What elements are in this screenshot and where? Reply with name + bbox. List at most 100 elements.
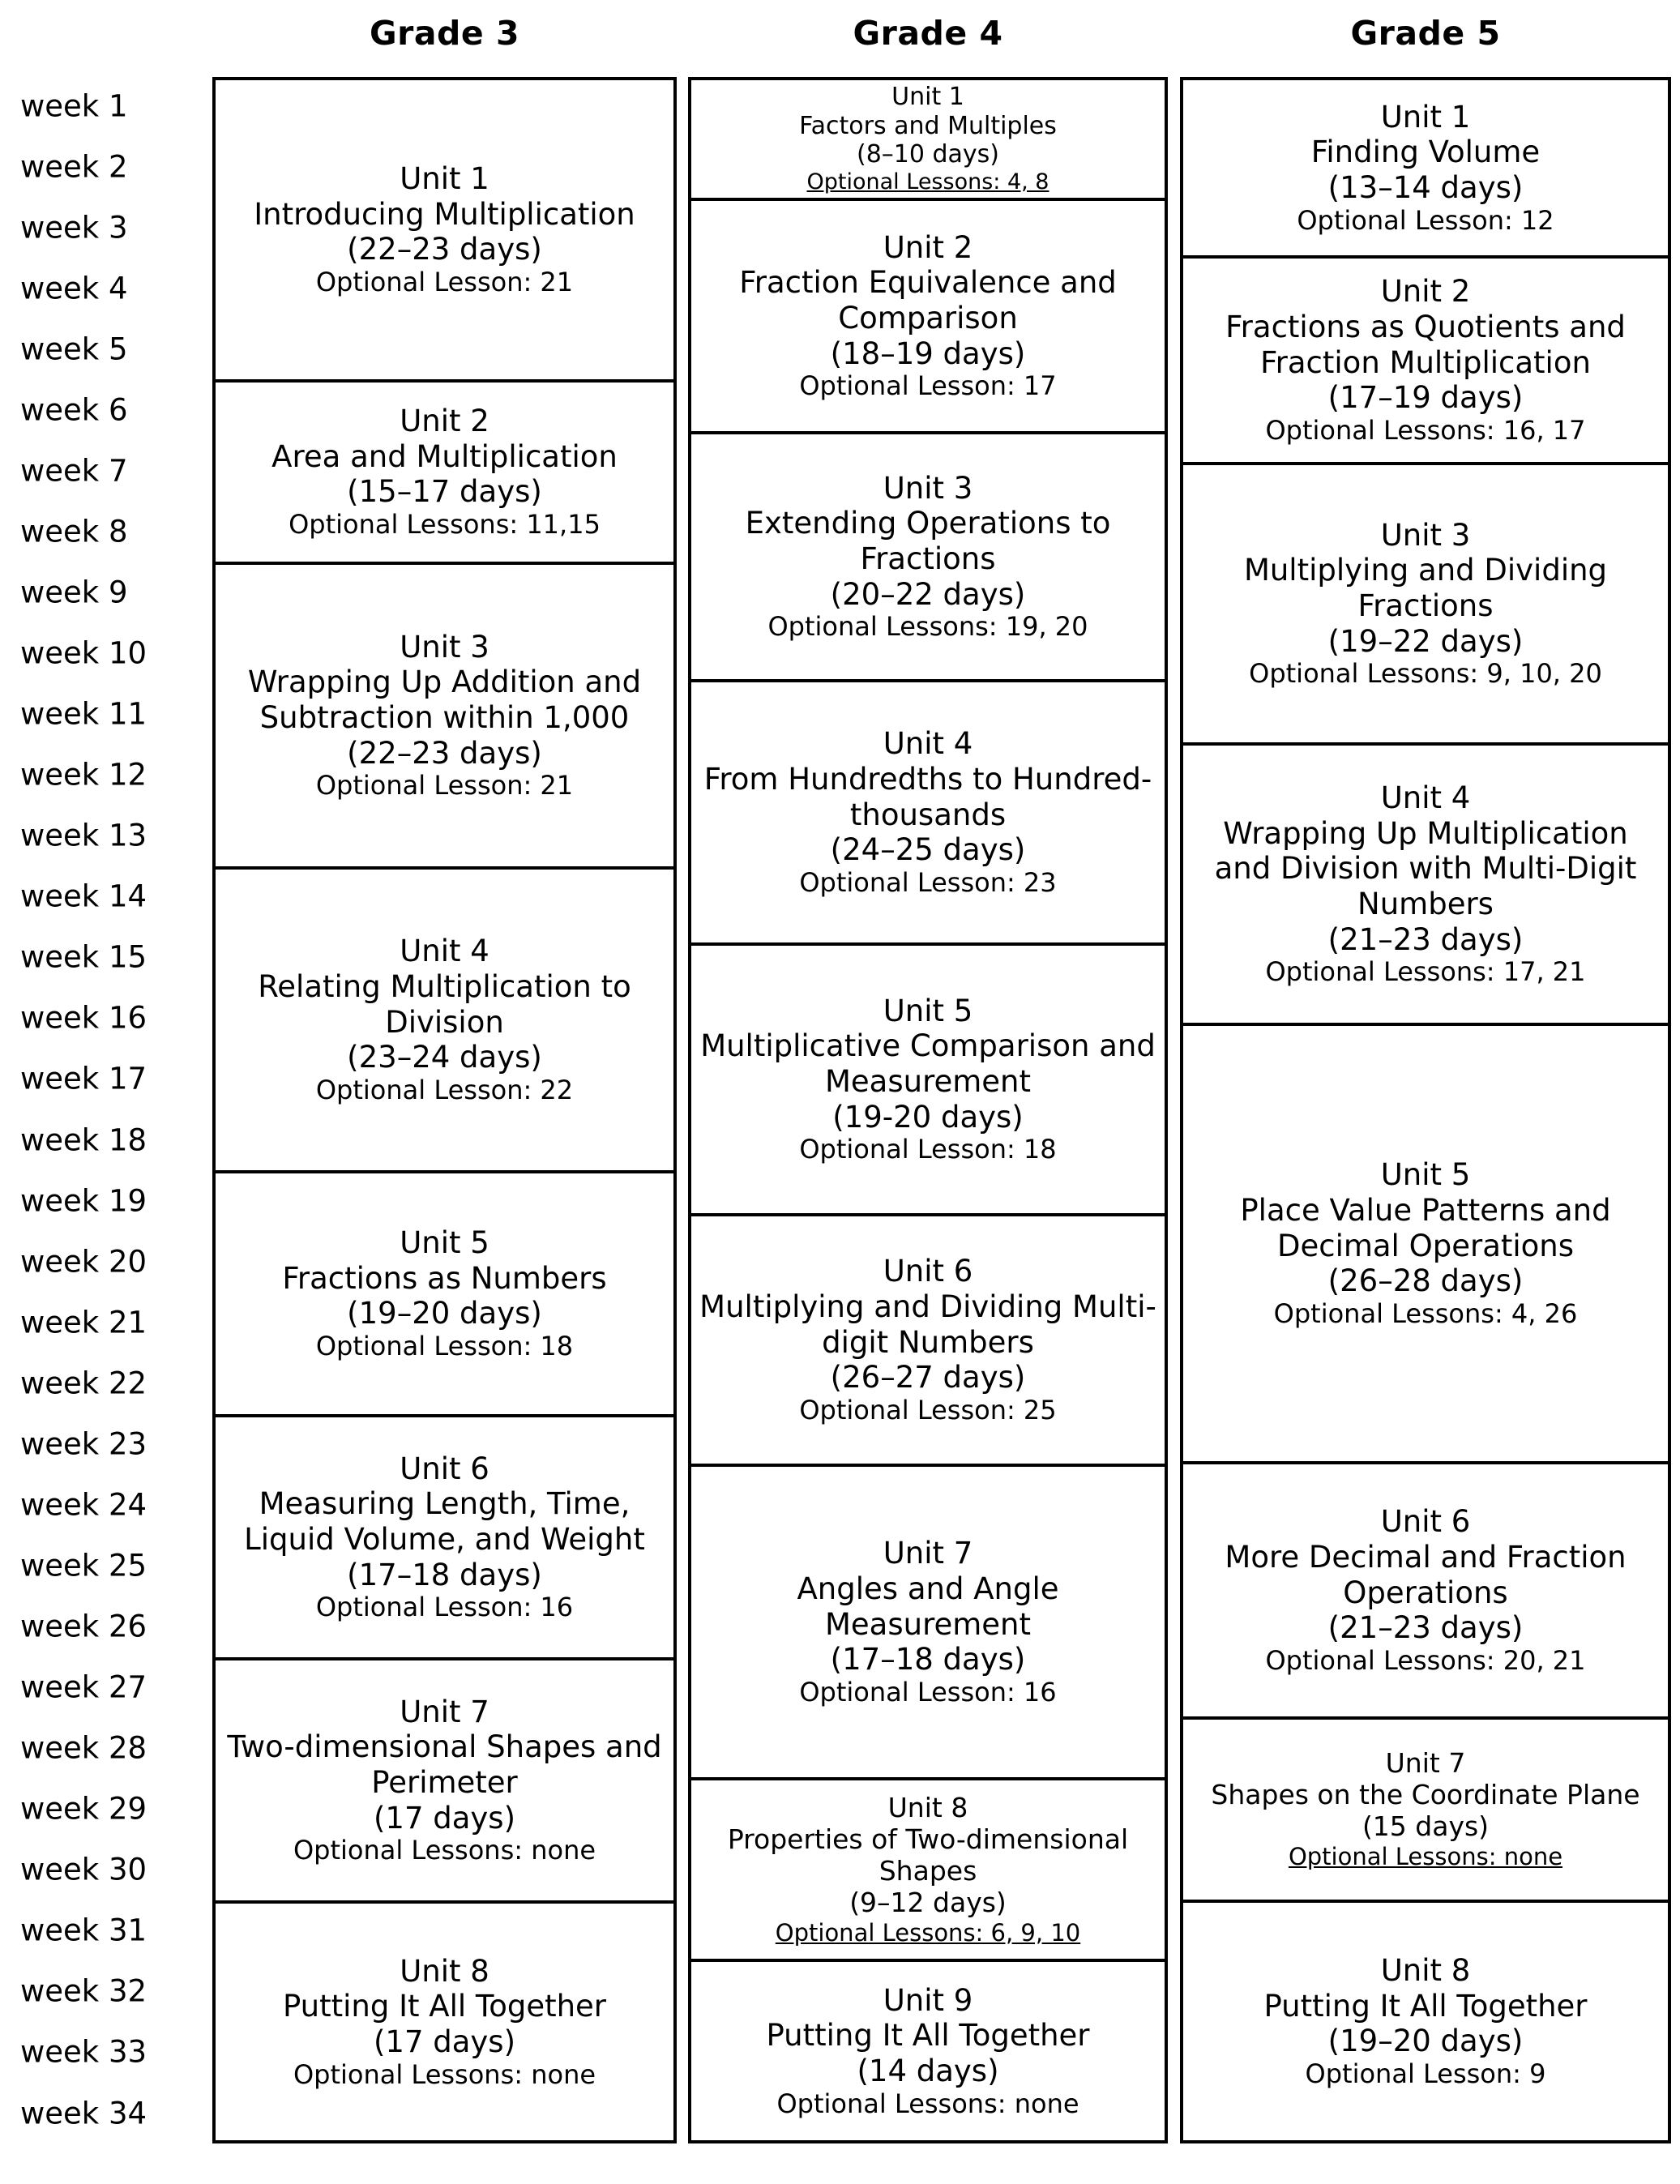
grade-5-unit-8-cell: Unit 8 Putting It All Together (19–20 days…: [1183, 1903, 1668, 2140]
unit-optional-lessons: Optional Lesson: 18: [799, 1134, 1057, 1165]
unit-title: Unit 4: [1380, 780, 1471, 815]
grade-3-unit-2-cell: Unit 2 Area and Multiplication (15–17 days…: [216, 383, 673, 565]
unit-optional-lessons: Optional Lessons: none: [1288, 1843, 1563, 1871]
week-label: week 17: [20, 1061, 147, 1096]
unit-days: (26–27 days): [830, 1360, 1026, 1395]
grade-4-column: Unit 1 Factors and Multiples (8–10 days) Op…: [688, 77, 1168, 2143]
grade-3-unit-6-cell: Unit 6 Measuring Length, Time, Liquid Vol…: [216, 1417, 673, 1660]
unit-days: (19–22 days): [1327, 623, 1524, 659]
unit-optional-lessons: Optional Lesson: 21: [315, 267, 574, 298]
week-label: week 3: [20, 210, 128, 246]
week-label: week 6: [20, 392, 128, 428]
grade-3-unit-8-cell: Unit 8 Putting It All Together (17 days) Op…: [216, 1904, 673, 2140]
unit-title: Unit 2: [1380, 274, 1471, 310]
unit-optional-lessons: Optional Lessons: none: [776, 2088, 1079, 2119]
grade-4-unit-3-cell: Unit 3 Extending Operations to Fractions(…: [691, 434, 1165, 682]
grade-5-unit-3-cell: Unit 3 Multiplying and Dividing Fractions…: [1183, 465, 1668, 746]
unit-days: (17–18 days): [347, 1557, 542, 1592]
week-label: week 28: [20, 1730, 147, 1766]
unit-days: (26–28 days): [1327, 1263, 1524, 1299]
grade-4-unit-6-cell: Unit 6 Multiplying and Dividing Multi-dig…: [691, 1216, 1165, 1467]
unit-days: (19-20 days): [832, 1099, 1024, 1135]
unit-title: Unit 3: [400, 629, 489, 665]
week-label: week 13: [20, 818, 147, 853]
unit-title: Unit 3: [883, 470, 973, 506]
unit-name: Shapes on the Coordinate Plane: [1211, 1779, 1640, 1811]
grade-5-unit-1-cell: Unit 1 Finding Volume (13–14 days) Optional…: [1183, 80, 1668, 259]
unit-optional-lessons: Optional Lessons: 4, 26: [1273, 1297, 1578, 1329]
week-label: week 27: [20, 1669, 147, 1705]
grade-5-column: Unit 1 Finding Volume (13–14 days) Optional…: [1180, 77, 1671, 2143]
unit-name: Area and Multiplication: [271, 438, 618, 474]
week-label: week 2: [20, 149, 128, 185]
unit-days: (9–12 days): [849, 1886, 1007, 1918]
unit-days: (15–17 days): [347, 474, 542, 510]
unit-days: (22–23 days): [347, 735, 542, 771]
unit-optional-lessons: Optional Lesson: 16: [799, 1676, 1057, 1707]
grade-3-unit-3-cell: Unit 3 Wrapping Up Addition and Subtracti…: [216, 565, 673, 870]
grade-5-unit-7-cell: Unit 7 Shapes on the Coordinate Plane (15 …: [1183, 1720, 1668, 1903]
week-label: week 15: [20, 939, 147, 975]
unit-days: (17 days): [373, 2024, 516, 2059]
unit-optional-lessons: Optional Lesson: 22: [315, 1074, 574, 1105]
unit-optional-lessons: Optional Lessons: 9, 10, 20: [1249, 658, 1602, 690]
grade-4-unit-8-cell: Unit 8 Properties of Two-dimensional Shap…: [691, 1780, 1165, 1962]
grade-4-unit-4-cell: Unit 4 From Hundredths to Hundred-thousan…: [691, 682, 1165, 946]
week-label: week 21: [20, 1305, 147, 1340]
unit-name: Wrapping Up Addition and Subtraction wit…: [247, 665, 642, 736]
week-label: week 32: [20, 1973, 147, 2009]
unit-optional-lessons: Optional Lessons: none: [293, 1835, 596, 1866]
grade-3-unit-4-cell: Unit 4 Relating Multiplication to Divisio…: [216, 870, 673, 1173]
week-label: week 7: [20, 453, 128, 489]
unit-name: Fractions as Numbers: [282, 1260, 607, 1296]
unit-name: Putting It All Together: [1263, 1988, 1588, 2024]
unit-days: (19–20 days): [1327, 2024, 1524, 2059]
unit-name: Angles and Angle Measurement: [797, 1571, 1059, 1642]
unit-title: Unit 4: [400, 934, 489, 969]
unit-optional-lessons: Optional Lesson: 9: [1305, 2058, 1546, 2090]
unit-days: (14 days): [857, 2053, 999, 2088]
grade-5-unit-4-cell: Unit 4 Wrapping Up Multiplication and Div…: [1183, 746, 1668, 1026]
unit-optional-lessons: Optional Lesson: 16: [315, 1592, 574, 1623]
unit-title: Unit 3: [1380, 517, 1471, 553]
unit-name: Factors and Multiples: [799, 111, 1057, 140]
unit-optional-lessons: Optional Lessons: 20, 21: [1265, 1644, 1586, 1676]
unit-days: (13–14 days): [1327, 169, 1524, 205]
unit-name: Introducing Multiplication: [254, 196, 635, 232]
unit-name: From Hundredths to Hundred-thousands: [703, 761, 1152, 832]
unit-optional-lessons: Optional Lessons: 19, 20: [767, 611, 1088, 643]
unit-title: Unit 2: [400, 404, 489, 439]
unit-days: (15 days): [1362, 1810, 1490, 1843]
unit-name: Place Value Patterns and Decimal Operati…: [1240, 1192, 1611, 1263]
grade-4-header: Grade 4: [853, 14, 1003, 53]
unit-name: Fraction Equivalence and Comparison: [739, 265, 1117, 336]
unit-days: (21–23 days): [1327, 1610, 1524, 1646]
unit-days: (17–18 days): [830, 1642, 1026, 1678]
week-label: week 34: [20, 2096, 147, 2131]
unit-days: (22–23 days): [347, 232, 542, 267]
unit-days: (20–22 days): [830, 576, 1026, 612]
unit-name: Multiplicative Comparison and Measuremen…: [700, 1028, 1156, 1100]
unit-name: Multiplying and Dividing Fractions: [1243, 553, 1608, 624]
week-label: week 30: [20, 1852, 147, 1887]
unit-name: Relating Multiplication to Division: [258, 968, 631, 1040]
unit-days: (8–10 days): [856, 140, 999, 169]
week-label: week 1: [20, 88, 128, 124]
unit-optional-lessons: Optional Lesson: 25: [799, 1394, 1057, 1425]
week-label: week 33: [20, 2034, 147, 2070]
grade-3-header: Grade 3: [370, 14, 519, 53]
week-label: week 10: [20, 635, 147, 671]
unit-title: Unit 8: [400, 1953, 489, 1989]
week-label: week 12: [20, 757, 147, 793]
grade-4-unit-9-cell: Unit 9 Putting It All Together (14 days) Op…: [691, 1962, 1165, 2140]
unit-optional-lessons: Optional Lesson: 17: [799, 370, 1057, 402]
week-label: week 11: [20, 696, 147, 732]
unit-days: (17–19 days): [1327, 380, 1524, 416]
week-label: week 24: [20, 1487, 147, 1523]
unit-title: Unit 6: [400, 1451, 489, 1486]
grade-5-header: Grade 5: [1350, 14, 1501, 53]
unit-title: Unit 6: [1380, 1504, 1471, 1540]
unit-name: Wrapping Up Multiplication and Division …: [1214, 815, 1637, 921]
unit-name: Properties of Two-dimensional Shapes: [727, 1823, 1129, 1887]
